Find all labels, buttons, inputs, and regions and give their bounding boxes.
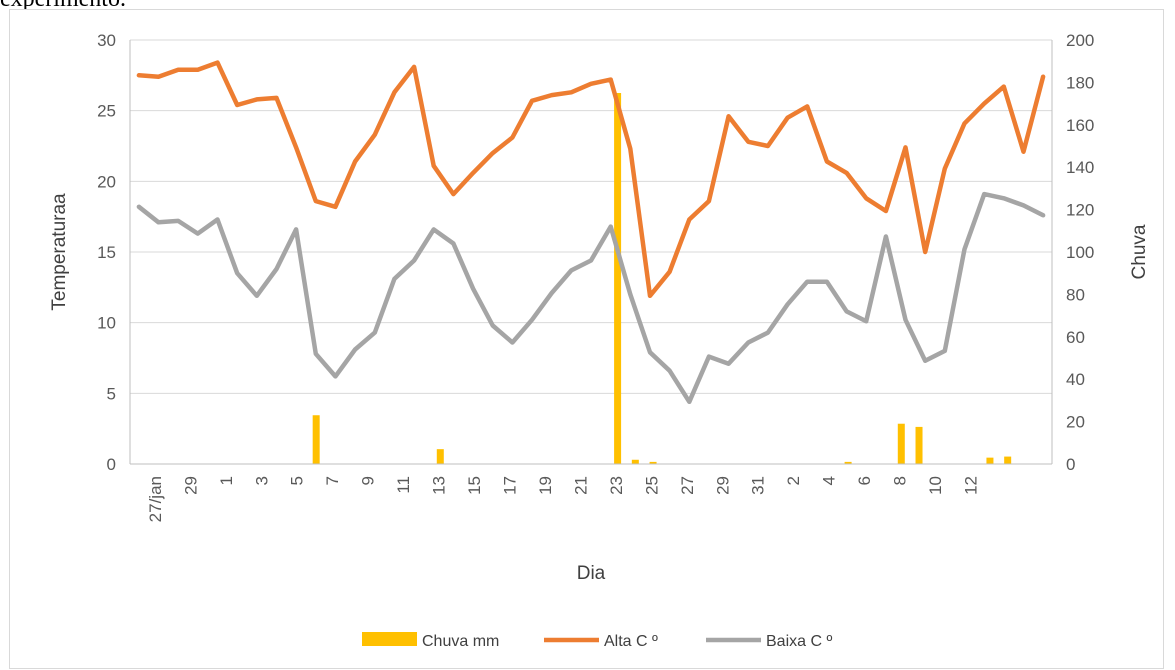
x-tick-label: 23 [607, 476, 626, 495]
y-right-tick-label: 120 [1066, 201, 1094, 220]
x-tick-label: 21 [571, 476, 590, 495]
x-tick-label: 10 [926, 476, 945, 495]
y-right-tick-label: 140 [1066, 158, 1094, 177]
legend: Chuva mm Alta C º Baixa C º [362, 632, 832, 650]
legend-label: Chuva mm [422, 633, 499, 650]
axes: 0510152025300204060801001201401601802002… [97, 31, 1094, 522]
x-tick-label: 6 [855, 476, 874, 485]
y-right-tick-label: 60 [1066, 328, 1085, 347]
rain-bar [986, 457, 994, 464]
y-right-tick-label: 180 [1066, 73, 1094, 92]
y-axis-left-title: Temperaturaa [49, 193, 70, 311]
x-tick-label: 31 [749, 476, 768, 495]
x-axis-title: Dia [577, 563, 606, 584]
y-left-tick-label: 25 [97, 102, 116, 121]
y-left-tick-label: 10 [97, 314, 116, 333]
rain-bar [649, 461, 657, 464]
combo-chart: 0510152025300204060801001201401601802002… [49, 31, 1150, 650]
x-tick-label: 2 [784, 476, 803, 485]
chart-frame: 0 5 10 15 20 25 30 0 20 40 60 80 100 120 140 160 180 200 2… [9, 9, 1164, 669]
y-right-tick-label: 160 [1066, 116, 1094, 135]
legend-swatch-chuva [362, 632, 417, 646]
series-line-baixa [136, 191, 1046, 405]
x-tick-label: 29 [713, 476, 732, 495]
y-left-tick-label: 30 [97, 31, 116, 50]
x-tick-label: 25 [642, 476, 661, 495]
y-right-tick-label: 100 [1066, 243, 1094, 262]
legend-label: Baixa C º [766, 633, 832, 650]
y-right-tick-label: 20 [1066, 413, 1085, 432]
rain-bars [312, 93, 1012, 464]
y-right-tick-label: 0 [1066, 455, 1075, 474]
x-tick-label: 11 [394, 476, 413, 494]
y-right-tick-label: 40 [1066, 370, 1085, 389]
rain-bar [631, 459, 639, 464]
x-tick-label: 3 [252, 476, 271, 485]
x-tick-label: 17 [500, 476, 519, 495]
x-tick-label: 27 [678, 476, 697, 495]
rain-bar [312, 415, 320, 464]
y-left-tick-label: 20 [97, 172, 116, 191]
x-tick-label: 7 [323, 476, 342, 485]
temperature-lines [136, 60, 1046, 405]
gridlines [130, 39, 1052, 465]
rain-bar [614, 93, 622, 464]
x-tick-label: 9 [359, 476, 378, 485]
rain-bar [436, 449, 444, 464]
x-tick-label: 12 [961, 476, 980, 495]
rain-bar [1004, 456, 1012, 464]
x-tick-label: 29 [181, 476, 200, 495]
rain-bar [915, 426, 923, 464]
x-tick-label: 13 [430, 476, 449, 495]
x-tick-label: 4 [820, 476, 839, 485]
y-right-tick-label: 200 [1066, 31, 1094, 50]
y-left-tick-label: 0 [107, 455, 116, 474]
y-right-tick-label: 80 [1066, 285, 1085, 304]
legend-label: Alta C º [604, 633, 658, 650]
x-tick-label: 27/jan [146, 476, 165, 522]
x-tick-label: 19 [536, 476, 555, 495]
x-tick-label: 8 [891, 476, 910, 485]
x-tick-label: 1 [217, 476, 236, 485]
x-tick-label: 15 [465, 476, 484, 495]
x-tick-label: 5 [288, 476, 307, 485]
y-axis-right-title: Chuva [1129, 224, 1150, 279]
rain-bar [844, 461, 852, 464]
series-line-alta [136, 60, 1046, 299]
rain-bar [897, 423, 905, 464]
y-left-tick-label: 15 [97, 243, 116, 262]
y-left-tick-label: 5 [107, 384, 116, 403]
